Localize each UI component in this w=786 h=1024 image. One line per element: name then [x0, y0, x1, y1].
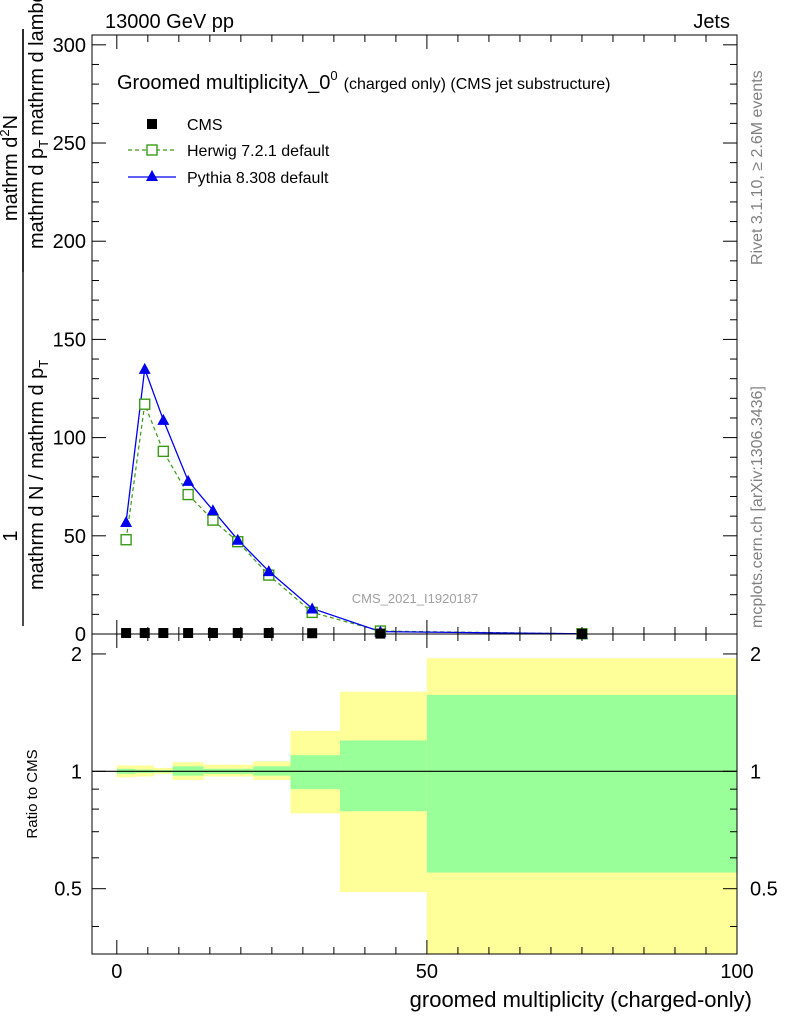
ylabel-denominator-subscript: T [36, 360, 51, 368]
main-y-axis-label: 1 mathrm d N / mathrm d pT mathrm d2N ma… [0, 0, 51, 626]
pythia-point [262, 565, 275, 577]
ylabel-inner-numerator-sup: 2 [0, 129, 12, 136]
ratio-y-axis: 0.5 0.5 1 1 2 2 [54, 644, 778, 927]
ratio-y-tick-label: 1 [71, 761, 82, 783]
legend-pythia-label: Pythia 8.308 default [187, 170, 329, 187]
ratio-y-axis-label: Ratio to CMS [24, 749, 41, 838]
main-y-tick-label: 200 [53, 231, 86, 253]
pythia-point [138, 362, 151, 374]
rivet-version-label: Rivet 3.1.10, ≥ 2.6M events [749, 70, 766, 265]
ylabel-inner-numerator-a: mathrm d [0, 137, 22, 221]
cms-point [183, 628, 194, 639]
x-tick-label: 0 [111, 961, 122, 983]
cms-point [307, 628, 318, 639]
legend-herwig-label: Herwig 7.2.1 default [187, 143, 330, 160]
main-y-tick-label: 250 [53, 133, 86, 155]
ratio-y-tick-label: 2 [71, 644, 82, 666]
mcplots-label: mcplots.cern.ch [arXiv:1306.3436] [749, 386, 766, 628]
analysis-watermark: CMS_2021_I1920187 [352, 591, 479, 606]
ratio-panel-frame [91, 633, 738, 955]
x-axis-label: groomed multiplicity (charged-only) [410, 987, 752, 1012]
herwig-point [157, 445, 170, 458]
herwig-point [182, 488, 194, 501]
ratio-y-tick-label-right: 1 [750, 761, 761, 783]
plot-title: Groomed multiplicityλ_00 (charged only) (… [117, 68, 610, 94]
ratio-inner-band [426, 694, 737, 873]
main-y-tick-label: 0 [75, 624, 86, 646]
ratio-bands [116, 658, 737, 954]
plot-title-suffix: (charged only) (CMS jet substructure) [344, 76, 611, 93]
pythia-point [120, 516, 133, 528]
main-plot-area [120, 362, 588, 640]
pythia-point [206, 504, 219, 516]
x-tick-label: 100 [720, 961, 753, 983]
ratio-y-tick-label-right: 2 [750, 644, 761, 666]
ylabel-inner-denominator-a: mathrm d p [26, 148, 48, 249]
legend-cms-marker [147, 119, 157, 129]
ylabel-numerator: 1 [0, 530, 22, 541]
header-right-label: Jets [693, 11, 730, 33]
cms-point [207, 628, 218, 639]
pythia-point [182, 474, 195, 486]
pythia-series-line [125, 368, 582, 635]
legend: CMS Herwig 7.2.1 default Pythia 8.308 de… [128, 117, 330, 187]
ratio-y-tick-label-right: 0.5 [750, 879, 778, 901]
main-y-tick-label: 150 [53, 329, 86, 351]
ylabel-denominator-text: mathrm d N / mathrm d p [26, 368, 48, 590]
plot-title-main: Groomed multiplicityλ_0 [117, 72, 330, 94]
legend-pythia-marker [146, 170, 158, 181]
herwig-point [139, 398, 151, 410]
cms-point [158, 628, 169, 639]
cms-point [139, 628, 150, 639]
ratio-inner-band [290, 755, 341, 790]
ylabel-denominator: mathrm d N / mathrm d pT [26, 360, 51, 590]
main-x-ticks [116, 35, 738, 634]
ratio-inner-band [340, 740, 427, 812]
pythia-point [231, 533, 244, 545]
ylabel-inner-denominator: mathrm d pTmathrm d lambda [26, 0, 51, 249]
pythia-point [306, 602, 319, 614]
main-y-tick-label: 300 [53, 35, 86, 57]
cms-point [121, 628, 132, 639]
herwig-point [120, 534, 132, 546]
ylabel-inner-numerator: mathrm d2N [0, 115, 22, 221]
legend-herwig-marker [146, 144, 158, 156]
ratio-x-axis: 0 50 100 [111, 634, 754, 983]
x-tick-label: 50 [416, 961, 438, 983]
herwig-series-line [125, 401, 582, 635]
pythia-point [157, 413, 170, 425]
main-y-tick-label: 100 [53, 428, 86, 450]
main-y-tick-label: 50 [64, 526, 86, 548]
ylabel-inner-denominator-b: mathrm d lambda [26, 0, 48, 136]
cms-point [232, 628, 243, 639]
ylabel-inner-denominator-sub: T [36, 140, 51, 148]
plot-title-superscript: 0 [330, 68, 337, 83]
herwig-point [207, 514, 219, 526]
ratio-y-tick-label: 0.5 [54, 879, 82, 901]
main-panel: 0 50 100 150 200 250 300 Groomed multiplicityλ… [53, 34, 738, 646]
ylabel-inner-numerator-b: N [0, 115, 22, 129]
cms-point [263, 628, 274, 639]
ratio-panel: 0.5 0.5 1 1 2 2 0 50 100 Ratio to CMS groomed m… [24, 633, 778, 1012]
main-y-axis: 0 50 100 150 200 250 300 [53, 35, 737, 646]
header-left-label: 13000 GeV pp [105, 11, 234, 33]
legend-cms-label: CMS [187, 117, 223, 134]
